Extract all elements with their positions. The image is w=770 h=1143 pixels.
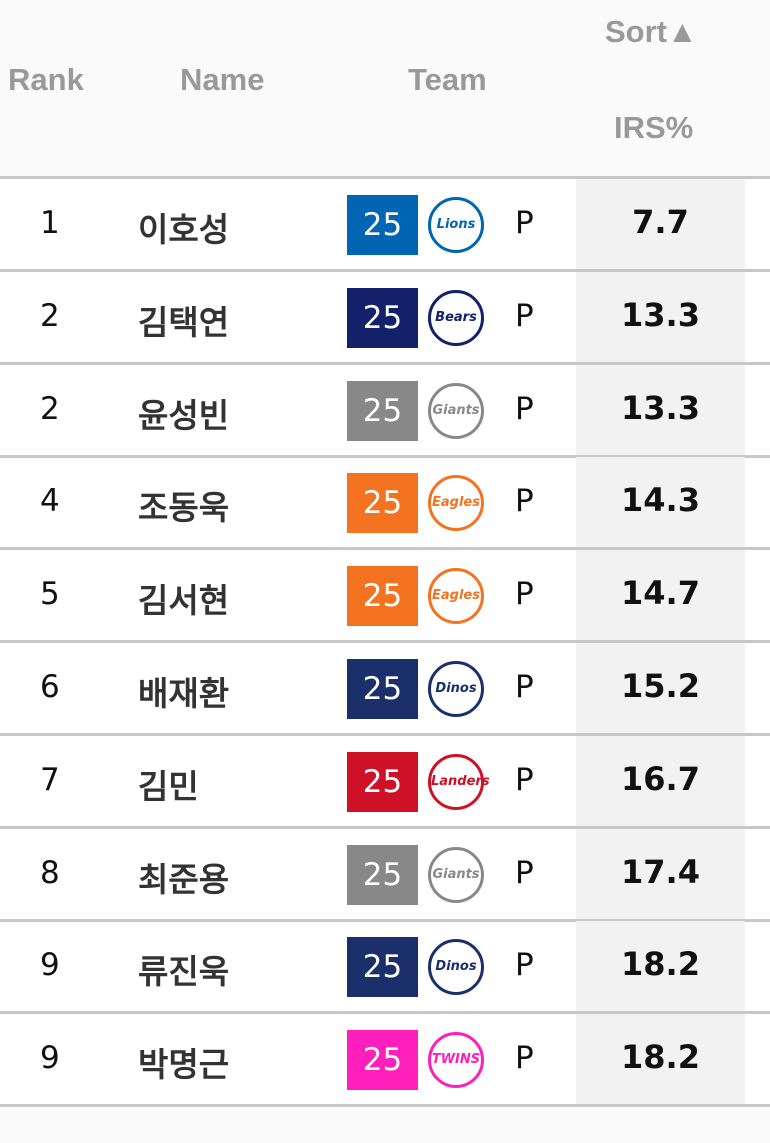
- team-logo-icon: Giants: [428, 846, 484, 903]
- team-logo-icon: Giants: [428, 382, 484, 439]
- team-logo-icon: Eagles: [428, 475, 484, 532]
- position: P: [515, 1040, 534, 1077]
- irs-cell-bg: [576, 921, 745, 1012]
- irs-cell-bg: [576, 828, 745, 919]
- uniform-number-badge: 25: [347, 844, 418, 905]
- irs-value: 13.3: [621, 295, 700, 334]
- team-logo-icon: Dinos: [428, 661, 484, 717]
- irs-cell-bg: [576, 364, 745, 455]
- uniform-number-badge: 25: [347, 380, 418, 441]
- rank: 4: [40, 483, 60, 520]
- rank: 2: [40, 297, 60, 334]
- rank: 2: [40, 390, 60, 427]
- position: P: [515, 669, 534, 705]
- position: P: [515, 761, 534, 798]
- player-name[interactable]: 조동욱: [138, 488, 230, 528]
- irs-cell-bg: [576, 1014, 745, 1105]
- rank: 1: [40, 205, 60, 241]
- table-row[interactable]: 9 박명근 25 TWINS P 18.2: [0, 1014, 770, 1108]
- uniform-number-badge: 25: [347, 659, 418, 719]
- position: P: [515, 576, 534, 613]
- rank: 9: [40, 947, 60, 984]
- rank-header[interactable]: Rank: [8, 62, 84, 97]
- table-row[interactable]: 5 김서현 25 Eagles P 14.7: [0, 550, 770, 644]
- team-logo-icon: Lions: [428, 197, 484, 253]
- irs-value: 7.7: [632, 203, 689, 241]
- table-row[interactable]: 8 최준용 25 Giants P 17.4: [0, 828, 770, 922]
- table-row[interactable]: 7 김민 25 Landers P 16.7: [0, 735, 770, 829]
- irs-value: 14.7: [621, 574, 700, 613]
- irs-cell-bg: [576, 735, 745, 826]
- table-row[interactable]: 6 배재환 25 Dinos P 15.2: [0, 643, 770, 736]
- irs-cell-bg: [576, 643, 745, 733]
- irs-cell-bg: [576, 271, 745, 362]
- irs-cell-bg: [576, 550, 745, 641]
- player-name[interactable]: 김서현: [138, 581, 230, 621]
- uniform-number-badge: 25: [347, 1030, 418, 1091]
- table-footer: [0, 1107, 770, 1143]
- player-name[interactable]: 박명근: [138, 1045, 230, 1085]
- uniform-number-badge: 25: [347, 566, 418, 627]
- team-logo-icon: Eagles: [428, 568, 484, 625]
- sort-button[interactable]: Sort▲: [605, 14, 698, 49]
- uniform-number-badge: 25: [347, 473, 418, 534]
- table-row[interactable]: 2 윤성빈 25 Giants P 13.3: [0, 364, 770, 458]
- irs-header[interactable]: IRS%: [614, 110, 694, 145]
- player-name[interactable]: 김택연: [138, 302, 230, 342]
- irs-cell-bg: [576, 457, 745, 548]
- team-logo-icon: Bears: [428, 289, 484, 346]
- position: P: [515, 205, 534, 241]
- table-header: Rank Name Team Sort▲ IRS%: [0, 0, 770, 179]
- irs-value: 18.2: [621, 1038, 700, 1077]
- player-name[interactable]: 김민: [138, 766, 199, 806]
- player-name[interactable]: 배재환: [138, 674, 230, 713]
- irs-value: 14.3: [621, 481, 700, 520]
- rank: 7: [40, 761, 60, 798]
- position: P: [515, 947, 534, 984]
- uniform-number-badge: 25: [347, 287, 418, 348]
- irs-cell-bg: [576, 179, 745, 269]
- player-name[interactable]: 윤성빈: [138, 395, 230, 435]
- uniform-number-badge: 25: [347, 937, 418, 998]
- player-name[interactable]: 류진욱: [138, 952, 230, 992]
- table-row[interactable]: 4 조동욱 25 Eagles P 14.3: [0, 457, 770, 551]
- uniform-number-badge: 25: [347, 751, 418, 812]
- table-row[interactable]: 2 김택연 25 Bears P 13.3: [0, 271, 770, 365]
- position: P: [515, 390, 534, 427]
- irs-value: 18.2: [621, 945, 700, 984]
- table-row[interactable]: 1 이호성 25 Lions P 7.7: [0, 179, 770, 272]
- team-header[interactable]: Team: [408, 62, 487, 97]
- player-name[interactable]: 이호성: [138, 210, 230, 249]
- uniform-number-badge: 25: [347, 195, 418, 255]
- irs-value: 16.7: [621, 759, 700, 798]
- rank: 6: [40, 669, 60, 705]
- rank: 5: [40, 576, 60, 613]
- position: P: [515, 297, 534, 334]
- player-name[interactable]: 최준용: [138, 859, 230, 899]
- team-logo-icon: TWINS: [428, 1032, 484, 1089]
- irs-value: 13.3: [621, 388, 700, 427]
- name-header[interactable]: Name: [180, 62, 265, 97]
- position: P: [515, 483, 534, 520]
- irs-value: 15.2: [621, 667, 700, 705]
- team-logo-icon: Landers: [428, 753, 490, 810]
- rank: 9: [40, 1040, 60, 1077]
- position: P: [515, 854, 534, 891]
- table-row[interactable]: 9 류진욱 25 Dinos P 18.2: [0, 921, 770, 1015]
- team-logo-icon: Dinos: [428, 939, 484, 996]
- irs-value: 17.4: [621, 852, 700, 891]
- rank: 8: [40, 854, 60, 891]
